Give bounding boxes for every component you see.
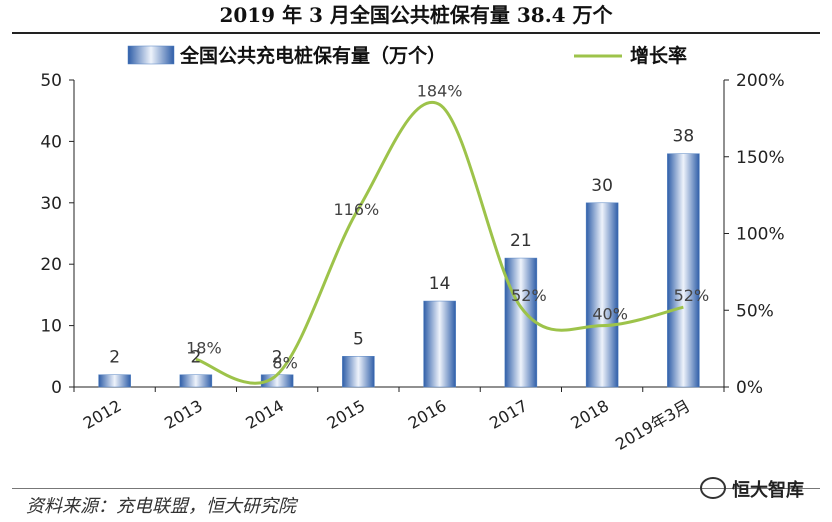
bar-value-label: 30 bbox=[591, 176, 613, 196]
bar bbox=[667, 153, 700, 388]
growth-value-label: 52% bbox=[511, 286, 547, 305]
x-tick-label: 2016 bbox=[405, 396, 450, 433]
growth-line bbox=[195, 100, 684, 385]
x-tick-label: 2019年3月 bbox=[612, 396, 693, 454]
growth-value-label: 18% bbox=[186, 338, 222, 357]
growth-value-label: 8% bbox=[272, 354, 297, 373]
legend-bar-label: 全国公共充电桩保有量（万个） bbox=[179, 44, 446, 67]
bar bbox=[98, 374, 131, 388]
footer-divider bbox=[12, 488, 820, 489]
x-tick-label: 2017 bbox=[486, 396, 531, 433]
data-labels: 2 2 2 5 14 21 30 38 18% 8% 116% 184% 52% 40% 52% bbox=[109, 82, 709, 373]
left-tick-label: 50 bbox=[40, 71, 62, 91]
right-tick-label: 150% bbox=[736, 148, 785, 168]
x-tick-label: 2012 bbox=[80, 396, 125, 433]
bar-series bbox=[98, 153, 700, 388]
legend-line-label: 增长率 bbox=[630, 44, 687, 67]
bar-value-label: 5 bbox=[353, 329, 364, 349]
bar bbox=[342, 356, 375, 388]
chart-title: 2019 年 3 月全国公共桩保有量 38.4 万个 bbox=[219, 3, 613, 27]
bar-value-label: 2 bbox=[272, 348, 283, 368]
right-tick-label: 0% bbox=[736, 378, 763, 398]
x-tick-label: 2014 bbox=[242, 396, 287, 433]
title-divider bbox=[12, 32, 820, 34]
watermark: 恒大智库 bbox=[700, 476, 804, 502]
bar bbox=[423, 300, 456, 388]
growth-value-label: 184% bbox=[417, 82, 463, 101]
wechat-icon bbox=[700, 477, 726, 499]
bar-value-label: 2 bbox=[109, 348, 120, 368]
left-tick-label: 20 bbox=[40, 255, 62, 275]
right-tick-label: 200% bbox=[736, 71, 785, 91]
watermark-text: 恒大智库 bbox=[732, 480, 804, 501]
bar-value-label: 14 bbox=[429, 274, 451, 294]
right-tick-label: 100% bbox=[736, 225, 785, 245]
source-note: 资料来源：充电联盟，恒大研究院 bbox=[26, 496, 296, 517]
bar bbox=[504, 257, 538, 388]
legend-bar-swatch bbox=[127, 45, 175, 65]
growth-value-label: 52% bbox=[674, 286, 710, 305]
left-tick-label: 10 bbox=[40, 317, 62, 337]
left-tick-label: 0 bbox=[51, 378, 62, 398]
bar bbox=[585, 202, 619, 388]
bar-value-label: 38 bbox=[673, 127, 695, 147]
legend: 全国公共充电桩保有量（万个） 增长率 bbox=[127, 44, 687, 67]
left-tick-label: 40 bbox=[40, 132, 62, 152]
bar-value-label: 21 bbox=[510, 231, 532, 251]
axes: 0 10 20 30 40 50 0% 50% 100% 150% 200% 2012 2013 2014… bbox=[40, 71, 784, 454]
growth-value-label: 116% bbox=[334, 200, 380, 219]
growth-line-series bbox=[195, 100, 684, 385]
x-tick-label: 2015 bbox=[324, 396, 369, 433]
x-tick-label: 2013 bbox=[161, 396, 206, 433]
left-tick-label: 30 bbox=[40, 194, 62, 214]
growth-value-label: 40% bbox=[592, 305, 628, 324]
bar bbox=[179, 374, 213, 388]
x-tick-label: 2018 bbox=[567, 396, 612, 433]
bar-value-label: 2 bbox=[190, 348, 201, 368]
right-tick-label: 50% bbox=[736, 301, 774, 321]
